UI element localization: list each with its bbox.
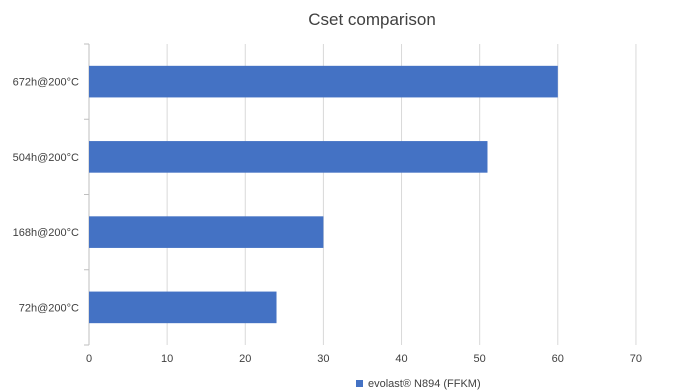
bar <box>89 65 558 98</box>
category-labels: 672h@200°C 504h@200°C 168h@200°C 72h@200°C <box>13 77 79 315</box>
chart-title: Cset comparison <box>308 10 436 29</box>
x-tick-label: 60 <box>552 353 564 365</box>
legend-swatch <box>356 380 363 387</box>
x-tick-label: 70 <box>630 353 642 365</box>
x-tick-label: 20 <box>239 353 251 365</box>
x-tick-label: 0 <box>86 353 92 365</box>
category-label: 504h@200°C <box>13 152 79 164</box>
bar <box>89 216 324 248</box>
bars <box>89 65 558 324</box>
legend-label: evolast® N894 (FFKM) <box>368 378 481 390</box>
legend: evolast® N894 (FFKM) <box>356 378 481 390</box>
value-tick-labels: 0 10 20 30 40 50 60 70 <box>86 353 642 365</box>
bar <box>89 291 277 324</box>
axes <box>84 43 90 346</box>
bar <box>89 141 488 173</box>
x-tick-label: 50 <box>474 353 486 365</box>
category-label: 672h@200°C <box>13 77 79 89</box>
x-tick-label: 40 <box>395 353 407 365</box>
x-tick-label: 30 <box>317 353 329 365</box>
x-tick-label: 10 <box>161 353 173 365</box>
category-label: 72h@200°C <box>19 302 79 314</box>
category-label: 168h@200°C <box>13 227 79 239</box>
